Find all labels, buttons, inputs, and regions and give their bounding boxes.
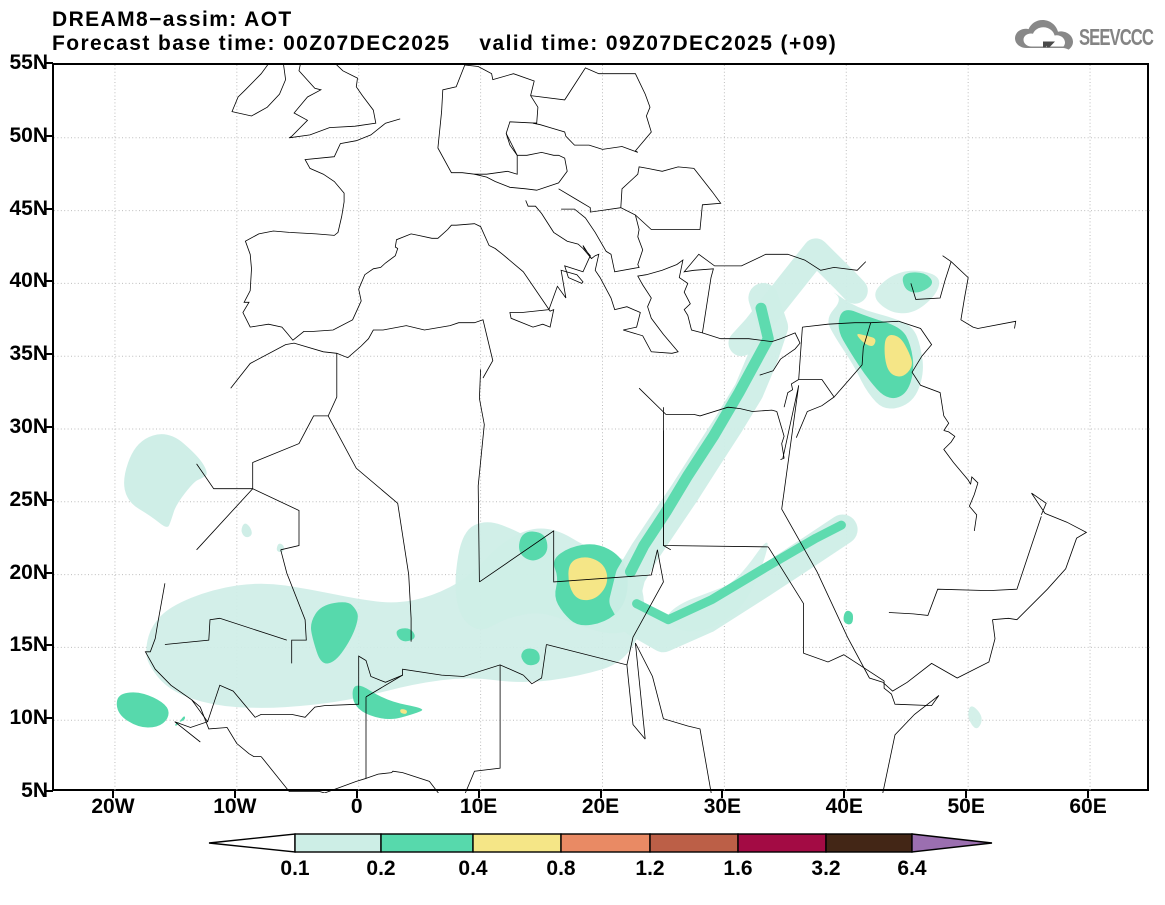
svg-text:0.1: 0.1 <box>280 857 310 877</box>
svg-text:6.4: 6.4 <box>897 857 927 877</box>
svg-text:SEEVCCC: SEEVCCC <box>1079 24 1153 50</box>
svg-text:3.2: 3.2 <box>811 857 840 877</box>
svg-text:0.2: 0.2 <box>366 857 395 877</box>
svg-text:1.2: 1.2 <box>635 857 664 877</box>
svg-text:1.6: 1.6 <box>723 857 752 877</box>
svg-text:0.4: 0.4 <box>458 857 488 877</box>
svg-text:0.8: 0.8 <box>546 857 576 877</box>
